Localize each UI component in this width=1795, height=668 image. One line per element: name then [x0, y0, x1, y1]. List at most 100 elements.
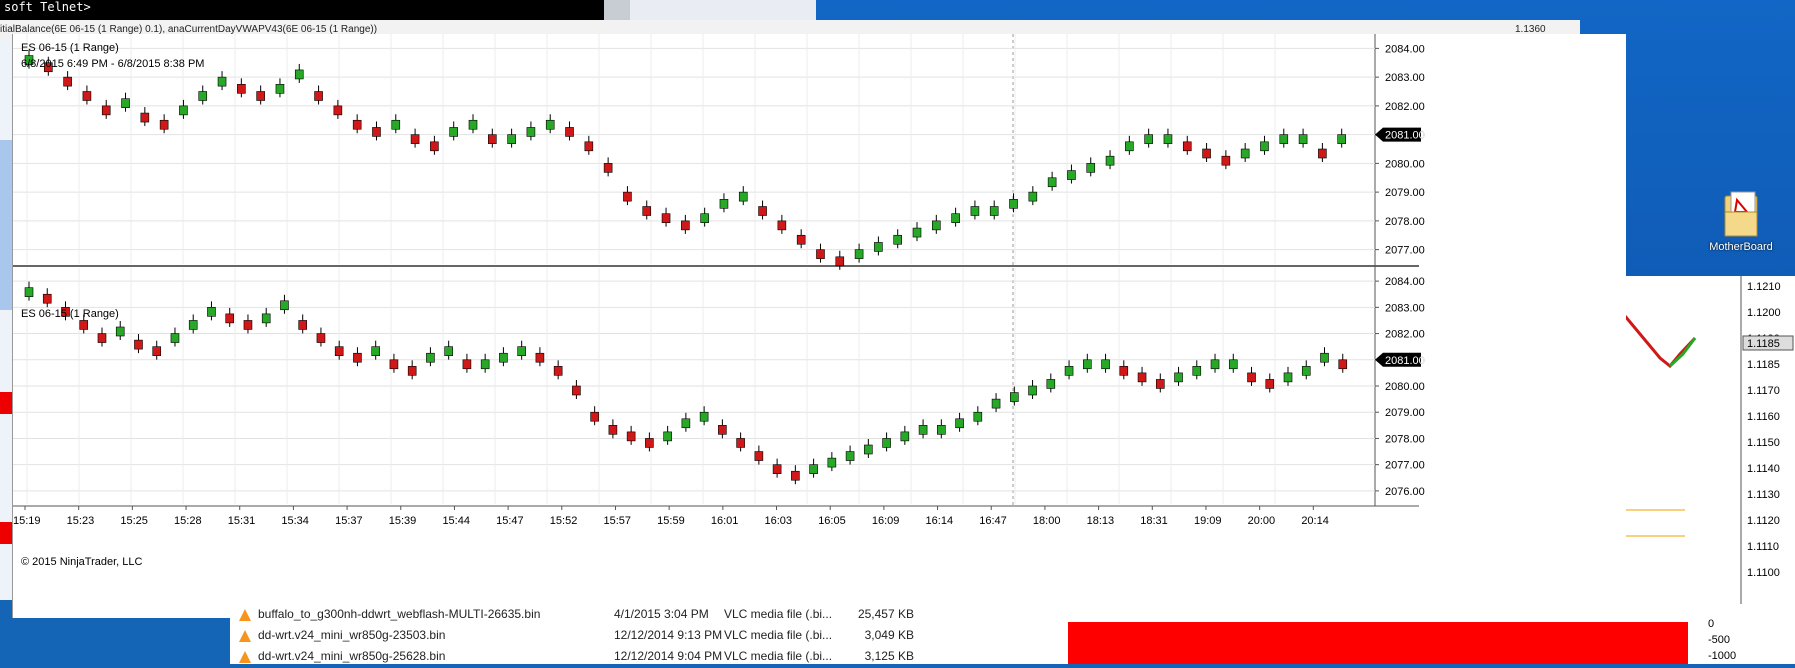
- secondary-chart-window: 1.12101.12001.11901.11851.11701.11601.11…: [1623, 276, 1795, 616]
- x-tick-label: 15:31: [228, 515, 256, 527]
- candle-down: [535, 352, 545, 363]
- file-type: VLC media file (.bi...: [724, 628, 833, 642]
- pnl-chart-window: 0 -500 -1000: [1068, 604, 1795, 664]
- candle-up: [845, 451, 855, 461]
- x-tick-label: 15:47: [496, 515, 524, 527]
- candle-up: [1009, 199, 1018, 209]
- candle-down: [353, 352, 362, 363]
- y-tick-label: 2080.00: [1385, 158, 1425, 170]
- file-row[interactable]: dd-wrt.v24_mini_wr850g-25628.bin 12/12/2…: [230, 646, 1470, 667]
- candle-up: [517, 346, 526, 356]
- right-y-tick-label: 1.1200: [1747, 307, 1781, 319]
- x-tick-label: 16:03: [765, 515, 793, 527]
- y-tick-label: 2080.00: [1385, 381, 1425, 393]
- candle-down: [152, 346, 162, 356]
- candle-down: [407, 366, 417, 376]
- x-tick-label: 15:57: [603, 515, 631, 527]
- file-name[interactable]: dd-wrt.v24_mini_wr850g-23503.bin: [258, 628, 446, 642]
- candle-down: [82, 91, 92, 101]
- x-tick-label: 19:09: [1194, 515, 1222, 527]
- candle-up: [480, 359, 490, 370]
- x-tick-label: 18:13: [1087, 515, 1115, 527]
- x-tick-label: 15:37: [335, 515, 363, 527]
- right-y-tick-label: 1.1100: [1747, 567, 1780, 579]
- telnet-title: soft Telnet>: [4, 0, 91, 14]
- telnet-window-title: soft Telnet>: [0, 0, 604, 20]
- y-tick-label: 2084.00: [1385, 43, 1425, 55]
- candle-up: [663, 431, 672, 442]
- vlc-file-icon: [239, 609, 251, 663]
- file-name[interactable]: buffalo_to_g300nh-ddwrt_webflash-MULTI-2…: [258, 607, 541, 621]
- candle-up: [719, 199, 729, 209]
- candle-up: [280, 300, 289, 311]
- file-row[interactable]: buffalo_to_g300nh-ddwrt_webflash-MULTI-2…: [230, 604, 1470, 625]
- candle-down: [1155, 379, 1165, 389]
- desktop-icon-motherboard[interactable]: MotherBoard: [1700, 190, 1782, 253]
- file-date: 12/12/2014 9:13 PM: [614, 628, 723, 642]
- candle-up: [1192, 366, 1202, 376]
- candle-up: [912, 227, 922, 238]
- candle-up: [1046, 379, 1056, 389]
- candle-down: [243, 320, 253, 330]
- candle-down: [661, 213, 671, 223]
- file-name[interactable]: dd-wrt.v24_mini_wr850g-25628.bin: [258, 649, 446, 663]
- ninjatrader-chart-window[interactable]: 2084.00 2083.00 2082.00 2081.00 2080.00 2079.…: [12, 34, 1626, 618]
- candle-up: [1144, 134, 1153, 144]
- file-row[interactable]: dd-wrt.v24_mini_wr850g-23503.bin 12/12/2…: [230, 625, 1470, 646]
- candle-up: [874, 242, 883, 252]
- candle-up: [1301, 366, 1311, 376]
- x-tick-label: 15:23: [67, 515, 95, 527]
- x-tick-label: 15:19: [13, 515, 41, 527]
- candle-up: [1101, 359, 1110, 370]
- candle-up: [918, 425, 928, 435]
- candle-up: [426, 352, 435, 363]
- candle-down: [134, 339, 143, 350]
- x-tick-label: 15:52: [550, 515, 578, 527]
- y-tick-label: 2077.00: [1385, 460, 1425, 472]
- candle-down: [389, 359, 399, 370]
- candle-up: [900, 431, 910, 442]
- candle-up: [882, 438, 891, 448]
- candle-down: [1247, 372, 1256, 383]
- candle-down: [63, 76, 72, 87]
- candle-down: [590, 411, 599, 422]
- candle-up: [1228, 359, 1238, 370]
- candle-down: [44, 62, 53, 73]
- pnl-fill: [1068, 622, 1688, 664]
- candle-up: [371, 346, 380, 356]
- y-tick-label: 2079.00: [1385, 407, 1425, 419]
- candle-down: [237, 84, 246, 94]
- candle-down: [159, 119, 169, 130]
- candle-up: [1298, 134, 1308, 144]
- candle-down: [603, 163, 613, 173]
- candle-up: [1028, 385, 1037, 396]
- y-tick-label: 2082.00: [1385, 101, 1425, 113]
- top-panel-instrument-label: ES 06-15 (1 Range): [21, 42, 119, 54]
- secondary-chart: 1.12101.12001.11901.11851.11701.11601.11…: [1623, 276, 1794, 616]
- background-price: 1.1360: [1515, 24, 1546, 35]
- candle-down: [410, 134, 420, 144]
- candle-up: [700, 213, 709, 223]
- right-y-tick-label: 1.1185: [1747, 359, 1780, 371]
- x-tick-label: 15:25: [120, 515, 148, 527]
- candle-down: [316, 333, 326, 343]
- candle-down: [298, 320, 307, 330]
- candle-up: [1260, 141, 1269, 152]
- candle-up: [970, 206, 980, 216]
- candle-down: [1221, 155, 1231, 166]
- candle-up: [973, 411, 983, 422]
- file-size: 25,457 KB: [857, 607, 914, 621]
- x-tick-label: 16:05: [818, 515, 846, 527]
- candle-down: [97, 333, 107, 343]
- right-y-tick-label: 1.1150: [1747, 437, 1780, 449]
- candle-up: [1083, 359, 1092, 370]
- file-date: 12/12/2014 9:04 PM: [614, 649, 723, 663]
- right-price-line: [1623, 315, 1697, 369]
- right-y-tick-label: 1.1210: [1747, 281, 1781, 293]
- right-y-tick-label: 1.1160: [1747, 411, 1780, 423]
- candle-down: [334, 346, 344, 356]
- price-chart[interactable]: 2084.00 2083.00 2082.00 2081.00 2080.00 2079.…: [13, 34, 1626, 618]
- candle-up: [738, 191, 748, 202]
- window-strip-light: [630, 0, 816, 20]
- candle-up: [24, 55, 34, 65]
